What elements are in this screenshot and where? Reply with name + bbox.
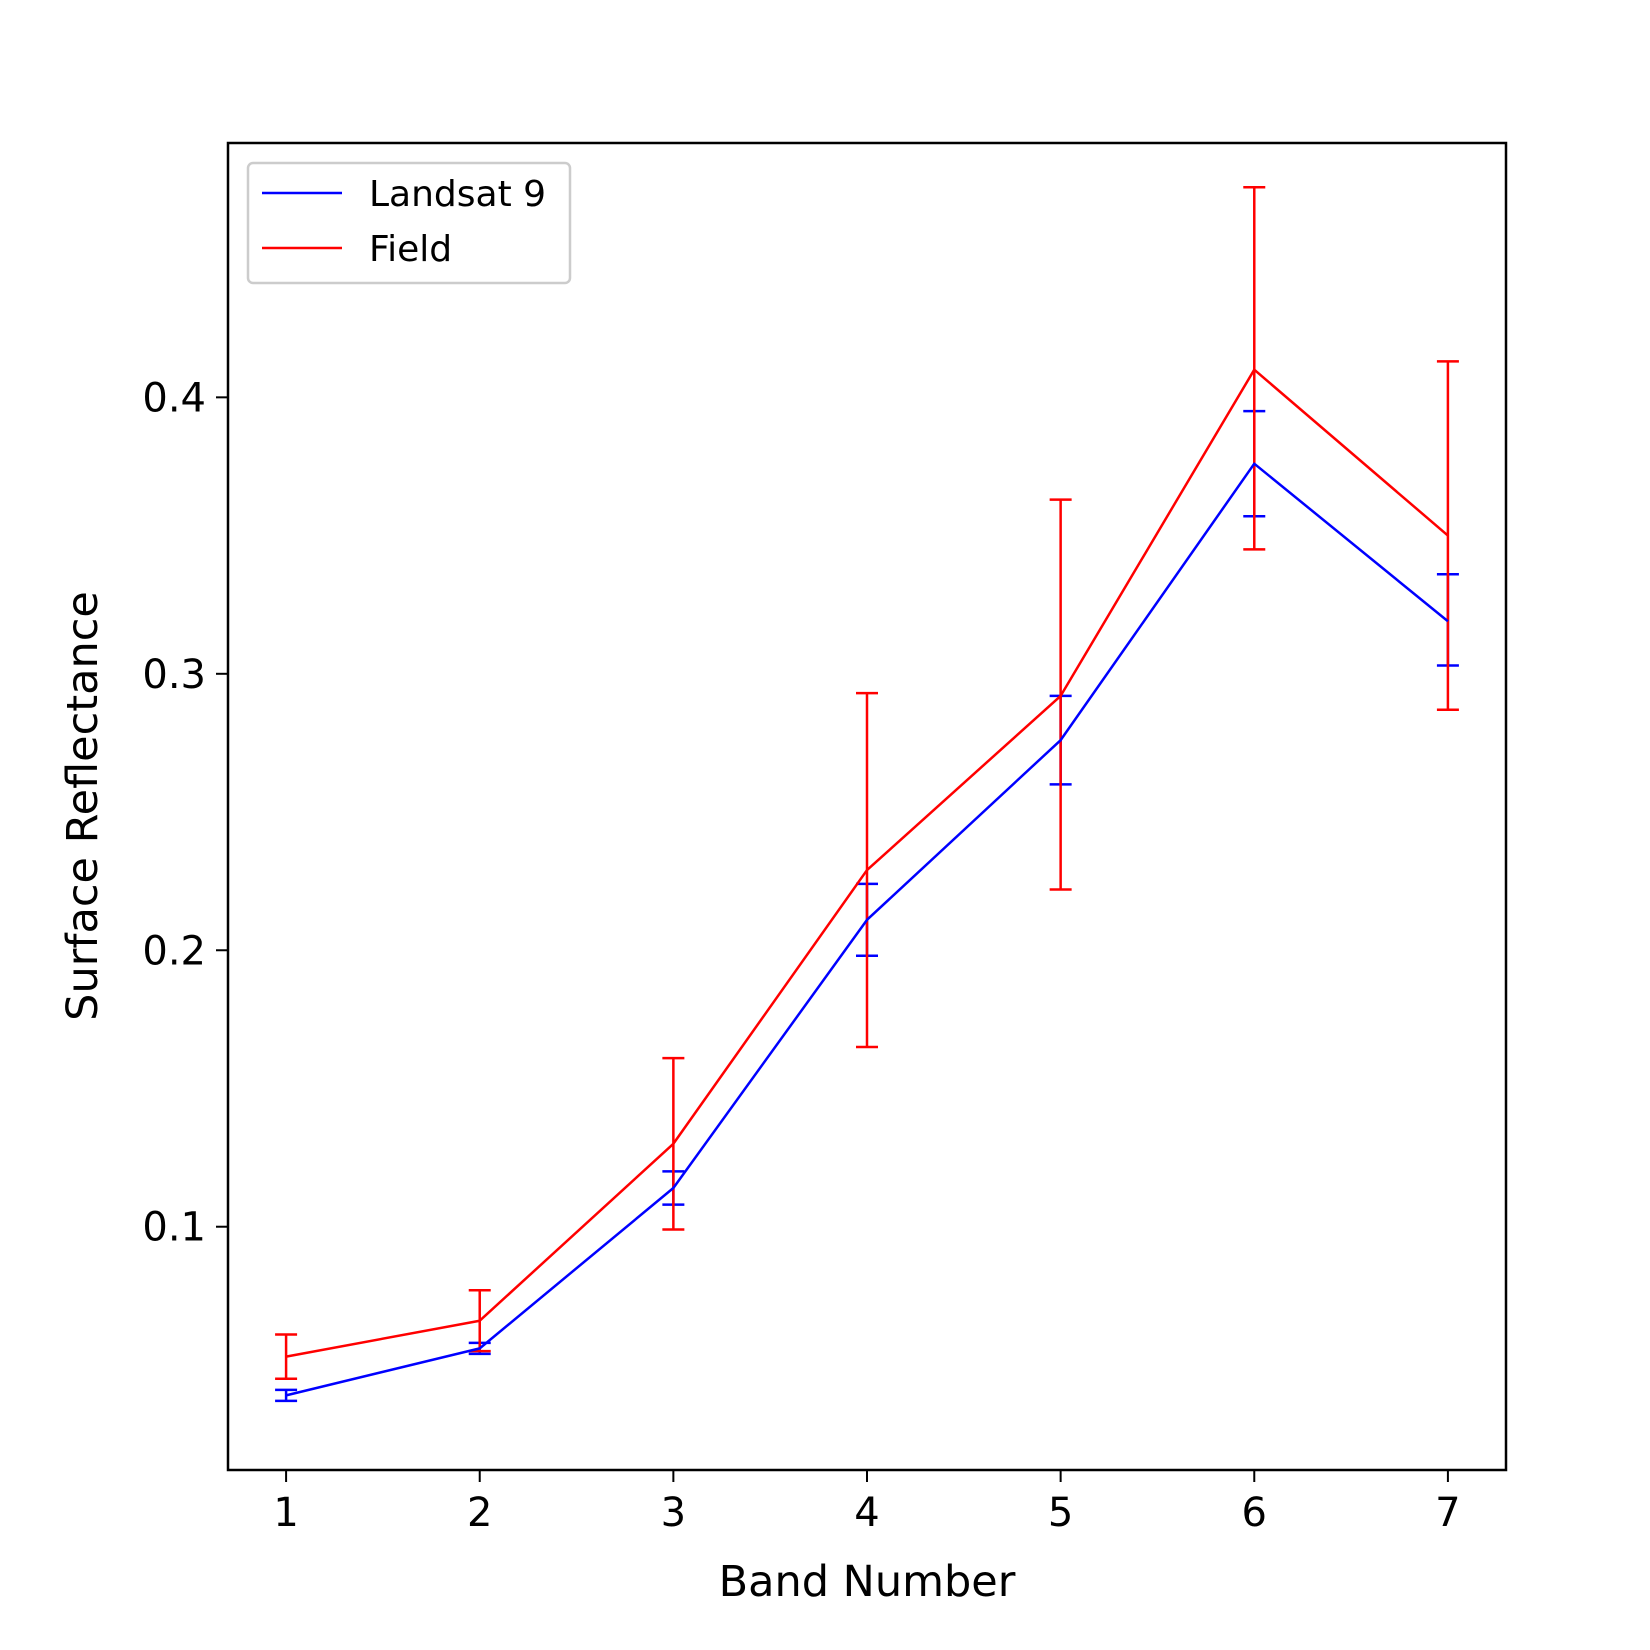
y-tick-label-3: 0.4 [142,375,206,421]
x-tick-label-7: 7 [1435,1490,1460,1536]
series-line-field [285,368,1449,1358]
x-tick-label-4: 4 [854,1490,879,1536]
x-tick-label-5: 5 [1048,1490,1073,1536]
y-tick-label-0: 0.1 [142,1205,206,1251]
series-line-landsat-9 [285,462,1449,1397]
y-axis-label: Surface Reflectance [58,591,108,1021]
y-tick-label-1: 0.2 [142,928,206,974]
ticks-layer: 1 2 3 4 5 6 7 0.1 0.2 0.3 0.4 [142,375,1460,1536]
x-tick-label-2: 2 [467,1490,492,1536]
y-tick-label-2: 0.3 [142,652,206,698]
x-tick-label-6: 6 [1242,1490,1267,1536]
series-layer [275,185,1459,1403]
x-tick-label-1: 1 [273,1490,298,1536]
legend-label-landsat-9: Landsat 9 [369,174,546,215]
x-axis-label: Band Number [719,1557,1016,1607]
legend-label-field: Field [369,229,452,270]
legend: Landsat 9 Field [246,161,572,285]
x-tick-label-3: 3 [661,1490,686,1536]
